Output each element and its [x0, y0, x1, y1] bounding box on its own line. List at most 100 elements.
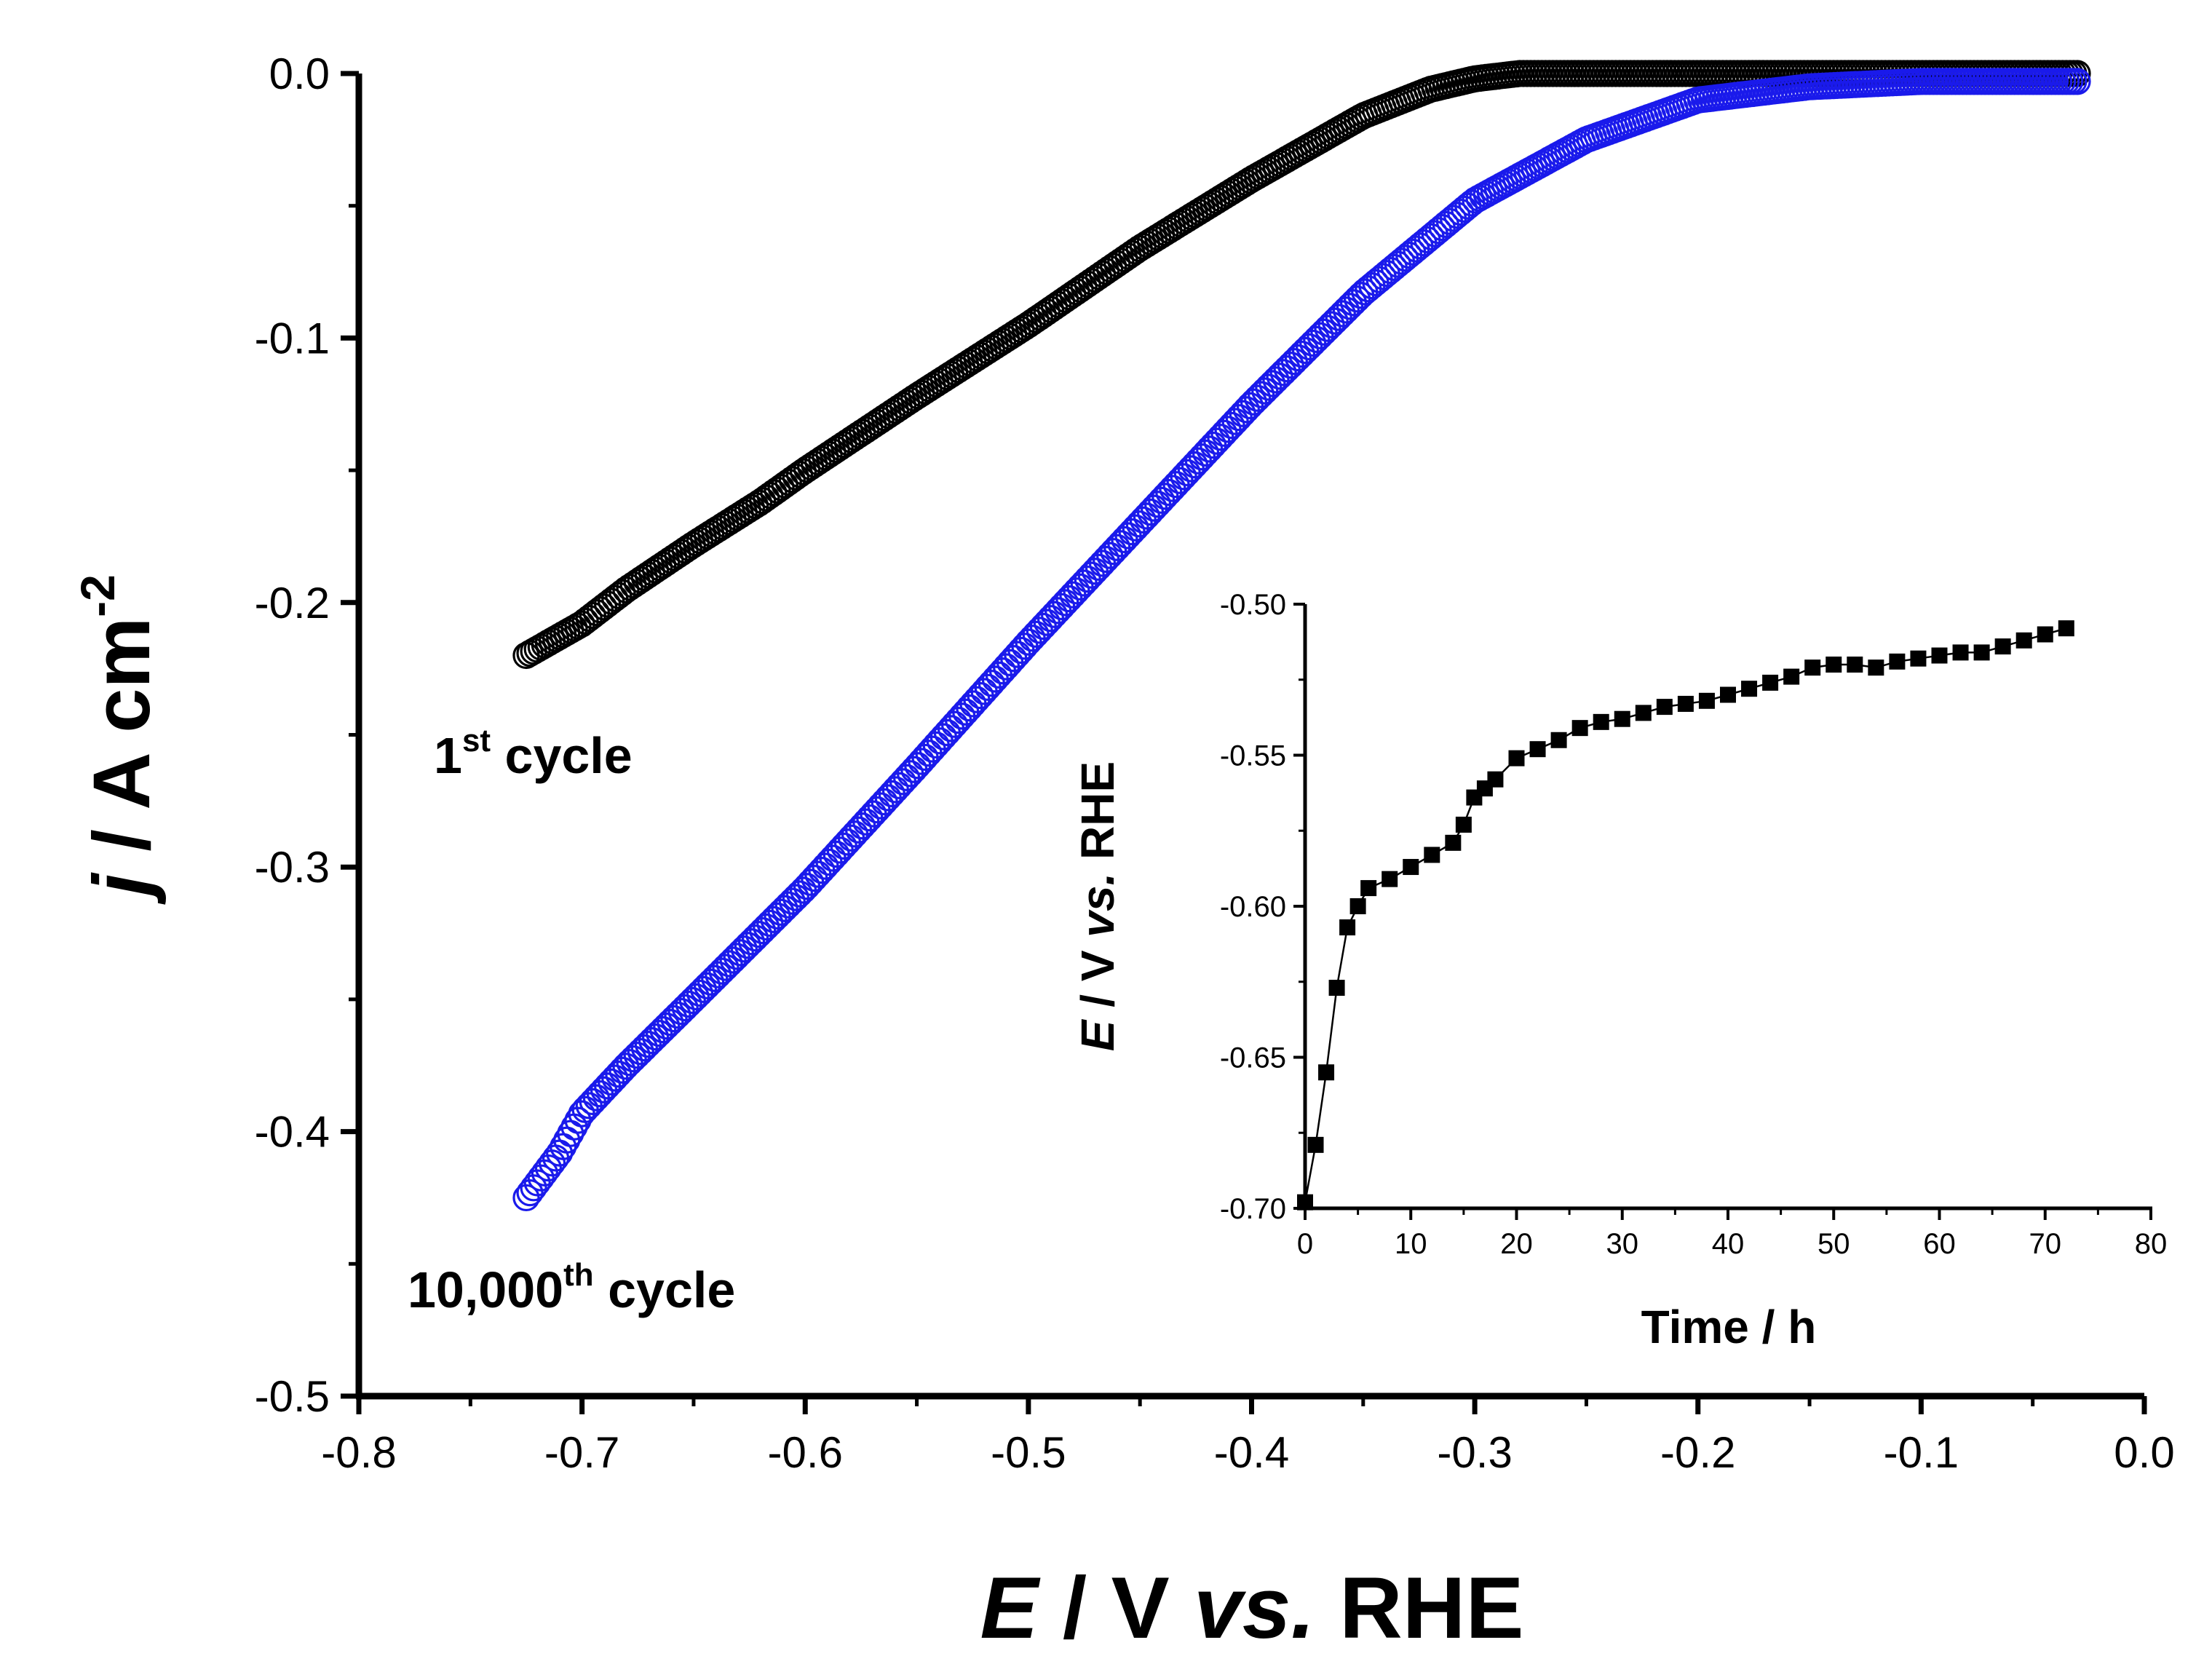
main-tick-labels: -0.8 -0.7 -0.6 -0.5 -0.4 -0.3 -0.2 -0.1 0.0 0.0 -0… [255, 49, 2175, 1477]
data-point [1321, 307, 1349, 335]
data-point [1277, 352, 1304, 379]
data-point [756, 909, 784, 938]
main-ticks [341, 71, 2147, 1414]
data-point [1288, 340, 1316, 368]
main-plot: -0.8 -0.7 -0.6 -0.5 -0.4 -0.3 -0.2 -0.1 0.0 0.0 -0… [71, 49, 2175, 1657]
inset-ticks [1293, 603, 2152, 1220]
data-point [619, 1045, 647, 1073]
data-point [1328, 300, 1356, 328]
main-y-tick-label: -0.3 [255, 843, 330, 892]
inset-data-point [1783, 668, 1800, 685]
inset-data-point [1529, 741, 1546, 758]
data-point [712, 954, 740, 981]
inset-y-tick-label: -0.65 [1220, 1042, 1286, 1074]
inset-data-point [1339, 919, 1356, 936]
inset-data-point [1762, 674, 1779, 691]
data-point [649, 1016, 677, 1044]
inset-data-point [1593, 713, 1609, 730]
main-x-tick-label: 0.0 [2114, 1428, 2174, 1477]
inset-data-point [1382, 871, 1398, 887]
inset-x-tick-label: 70 [2029, 1228, 2062, 1260]
data-point [646, 1020, 673, 1047]
data-point [774, 891, 802, 919]
data-point [1255, 373, 1283, 401]
data-point [1317, 311, 1345, 338]
main-x-tick-label: -0.3 [1437, 1428, 1512, 1477]
inset-data-point [1910, 650, 1927, 667]
main-x-axis-label: E / V vs. RHE [980, 1559, 1524, 1657]
data-point [1262, 366, 1290, 394]
data-point [767, 898, 795, 926]
data-point [1258, 370, 1286, 397]
data-point [1299, 329, 1327, 357]
data-point [737, 928, 766, 956]
data-point [657, 1008, 684, 1037]
data-point [753, 913, 780, 941]
data-point [1273, 355, 1301, 383]
data-point [671, 994, 699, 1022]
inset-data-point [1677, 695, 1694, 712]
series-1st-cycle [512, 60, 2091, 670]
inset-x-tick-label: 50 [1817, 1228, 1850, 1260]
inset-x-tick-label: 0 [1297, 1228, 1313, 1260]
data-point [723, 943, 750, 970]
data-point [693, 972, 721, 999]
inset-data-point [1508, 750, 1525, 766]
series-label-1st-cycle: 1st cycle [434, 723, 633, 784]
inset-y-tick-label: -0.70 [1220, 1193, 1286, 1225]
data-point [616, 1049, 643, 1077]
data-point [1310, 318, 1338, 346]
data-point [1236, 392, 1264, 420]
data-point [741, 924, 769, 952]
inset-data-point [1424, 847, 1440, 863]
data-point [771, 895, 798, 922]
inset-data-point [1973, 644, 1990, 661]
data-point [701, 964, 729, 992]
main-data-points [512, 60, 2091, 1212]
data-point [697, 968, 725, 996]
inset-x-tick-label: 40 [1712, 1228, 1745, 1260]
data-point [627, 1038, 654, 1066]
data-point [1314, 314, 1341, 342]
inset-data-point [1550, 732, 1567, 748]
main-x-tick-label: -0.2 [1660, 1428, 1735, 1477]
series-10000th-cycle [512, 68, 2091, 1212]
main-x-tick-label: -0.1 [1884, 1428, 1959, 1477]
data-point [634, 1031, 662, 1058]
inset-y-tick-label: -0.60 [1220, 891, 1286, 923]
data-point [726, 939, 754, 967]
data-point [612, 1053, 640, 1080]
inset-y-axis-label: E / V vs. RHE [1071, 761, 1124, 1051]
data-point [730, 935, 758, 963]
inset-y-tick-label: -0.50 [1220, 589, 1286, 621]
data-point [630, 1034, 658, 1062]
data-point [1251, 377, 1279, 405]
data-point [1248, 381, 1275, 408]
inset-x-tick-label: 10 [1395, 1228, 1427, 1260]
data-point [641, 1023, 670, 1051]
data-point [1280, 348, 1308, 376]
data-point [760, 906, 788, 934]
inset-x-tick-label: 20 [1500, 1228, 1533, 1260]
data-point [1336, 293, 1364, 320]
main-y-axis-label: j / A cm-2 [71, 574, 167, 905]
inset-data-point [1847, 657, 1863, 673]
data-point [660, 1005, 688, 1033]
data-point [1307, 322, 1334, 349]
inset-x-tick-label: 80 [2135, 1228, 2168, 1260]
inset-data-point [1328, 980, 1345, 996]
inset-data-point [1360, 880, 1377, 897]
inset-data-point [1720, 686, 1736, 703]
inset-data-point [1931, 647, 1948, 664]
main-y-tick-label: 0.0 [269, 49, 330, 98]
data-point [1269, 359, 1297, 387]
data-point [734, 932, 762, 959]
inset-data-point [1889, 653, 1906, 670]
inset-data-point [1318, 1064, 1335, 1081]
main-y-tick-label: -0.5 [255, 1372, 330, 1421]
inset-data-point [1614, 710, 1630, 727]
inset-data-point [1307, 1136, 1324, 1153]
main-y-tick-label: -0.4 [255, 1108, 330, 1157]
inset-data-point [1487, 771, 1504, 788]
